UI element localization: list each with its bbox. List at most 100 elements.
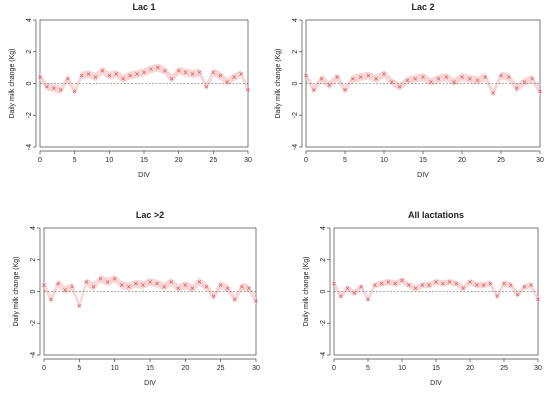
y-tick-label: 2: [320, 258, 327, 262]
data-point: [447, 280, 452, 284]
data-point: [197, 70, 202, 75]
data-point: [225, 286, 230, 291]
data-point: [481, 283, 486, 287]
data-point: [58, 88, 63, 92]
data-point: [515, 292, 520, 297]
data-point: [79, 73, 84, 78]
data-point: [499, 73, 503, 78]
data-point: [530, 76, 535, 81]
data-point: [84, 280, 89, 284]
data-point: [162, 284, 166, 289]
data-point: [91, 284, 96, 289]
data-point: [190, 72, 195, 76]
x-tick-label: 30: [534, 365, 542, 372]
x-tick-label: 30: [252, 365, 260, 372]
data-point: [197, 280, 202, 284]
x-tick-label: 5: [343, 157, 347, 164]
data-point: [155, 281, 159, 286]
data-point: [382, 72, 386, 76]
x-tick-label: 20: [181, 365, 189, 372]
data-point: [389, 80, 394, 84]
data-point: [254, 299, 258, 303]
y-axis-label: Daily milk change (Kg): [275, 48, 282, 118]
x-tick-label: 25: [500, 365, 508, 372]
data-point: [529, 283, 534, 287]
data-point: [514, 86, 519, 91]
x-tick-label: 30: [536, 157, 544, 164]
data-point: [461, 286, 466, 291]
y-tick-label: 2: [26, 50, 33, 54]
data-point: [72, 89, 77, 94]
data-point: [374, 76, 379, 81]
y-tick-label: -2: [292, 112, 299, 118]
data-point: [162, 68, 167, 73]
data-point: [428, 80, 433, 84]
data-point: [176, 286, 181, 291]
data-point: [421, 75, 425, 79]
y-tick-label: -4: [292, 144, 299, 150]
data-point: [372, 283, 377, 287]
x-tick-label: 20: [458, 157, 466, 164]
data-point: [491, 91, 496, 95]
data-point: [405, 78, 410, 83]
confidence-band: [306, 70, 540, 97]
chart-panel-2: Lac 2 0 5 10 15 20 25 30 -4 -2 0 2 4 DIV Daily milk ch…: [275, 2, 544, 179]
data-point: [358, 75, 363, 79]
y-tick-label: 0: [292, 81, 299, 85]
data-point: [183, 283, 188, 287]
data-point: [204, 84, 209, 89]
data-point: [338, 294, 343, 299]
x-tick-label: 30: [244, 157, 252, 164]
y-tick-label: 4: [30, 226, 37, 230]
data-point: [483, 75, 488, 79]
data-point: [319, 76, 324, 81]
data-point: [452, 80, 457, 84]
x-tick-label: 25: [209, 157, 217, 164]
data-point: [232, 297, 237, 302]
data-point: [128, 73, 132, 78]
data-point: [156, 65, 160, 70]
data-point: [247, 286, 251, 291]
x-tick-label: 0: [42, 365, 46, 372]
data-point: [436, 76, 441, 81]
data-point: [56, 281, 60, 286]
data-point: [121, 76, 126, 81]
data-point: [240, 284, 244, 289]
x-axis-label: DIV: [417, 172, 429, 179]
y-tick-label: -4: [30, 352, 37, 358]
data-point: [495, 294, 500, 299]
data-point: [304, 73, 308, 78]
x-tick-label: 0: [38, 157, 42, 164]
x-tick-label: 5: [73, 157, 77, 164]
chart-panel-4: All lactations 0 5 10 15 20 25 30 -4 -2 0 2 4 DIV Dail…: [303, 210, 542, 387]
chart-panel-3: Lac >2 0 5 10 15 20 25 30 -4 -2 0 2 4 DIV Daily milk c…: [13, 210, 260, 387]
data-point: [86, 72, 91, 76]
data-point: [239, 72, 243, 76]
data-point: [70, 284, 75, 289]
data-point: [100, 68, 105, 73]
data-point: [114, 72, 119, 76]
chart-panel-1: Lac 1 0 5 10 15 20 25 30 -4 -2 0 2 4 DIV Daily milk ch…: [9, 2, 252, 179]
y-tick-label: -4: [320, 352, 327, 358]
data-point: [350, 76, 355, 81]
data-point: [142, 70, 146, 75]
x-axis-label: DIV: [138, 172, 150, 179]
data-point: [183, 70, 188, 75]
y-tick-label: 0: [320, 289, 327, 293]
data-point: [211, 70, 216, 75]
data-point: [359, 284, 364, 289]
data-point: [232, 75, 236, 79]
data-point: [204, 284, 209, 289]
data-point: [413, 76, 418, 81]
data-point: [393, 281, 398, 286]
y-tick-label: -4: [26, 144, 33, 150]
data-point: [352, 291, 357, 295]
data-point: [440, 281, 445, 286]
x-tick-label: 0: [304, 157, 308, 164]
data-point: [406, 283, 411, 287]
data-point: [400, 278, 404, 283]
y-tick-label: -2: [30, 320, 37, 326]
x-tick-label: 25: [497, 157, 505, 164]
y-axis-label: Daily milk change (Kg): [9, 48, 16, 118]
x-tick-label: 20: [466, 365, 474, 372]
